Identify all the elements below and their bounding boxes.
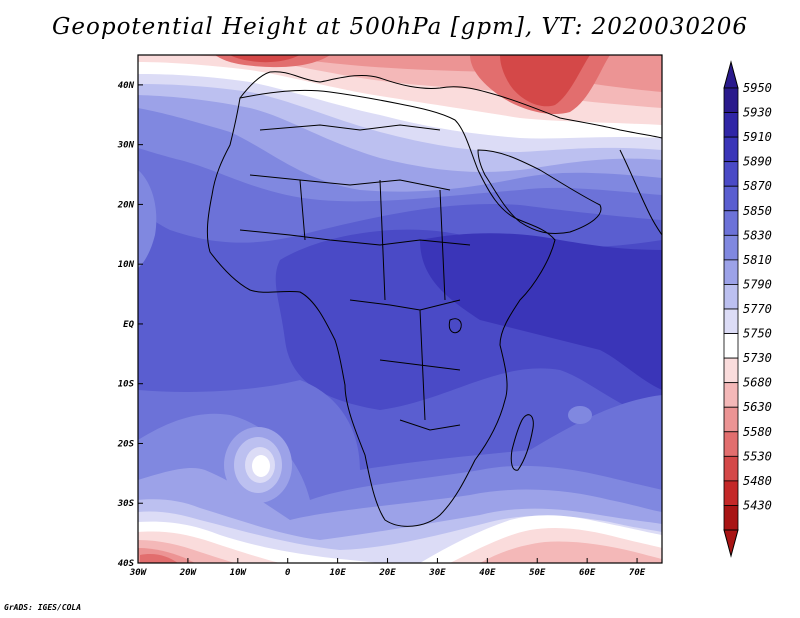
colorbar-label: 5870 [743,179,772,193]
colorbar-swatch [723,112,739,138]
colorbar-label: 5930 [743,106,772,120]
madagascar-coastline [510,414,534,471]
grads-credit: GrADS: IGES/COLA [4,603,82,612]
lon-tick-label: 0 [285,568,291,578]
lat-tick-label: 30S [117,499,135,509]
colorbar-swatch [723,455,739,482]
colorbar-swatch [723,333,739,359]
field-band-5910 [420,233,662,390]
colorbar-label: 5810 [743,253,772,267]
colorbar-swatch [723,87,739,113]
colorbar-label: 5830 [743,228,772,242]
colorbar-bottom-arrow [723,529,739,558]
europe-coastline [239,71,662,139]
lat-tick-label: 40N [118,81,135,91]
country-borders [239,124,471,431]
lon-tick-label: 30E [428,568,446,578]
field-band-south-5580 [140,553,178,563]
field-eddy-core [252,455,270,477]
colorbar-label: 5850 [743,204,772,218]
lat-tick-label: 20S [117,439,135,449]
lon-tick-label: 20W [179,568,198,578]
colorbar-label: 5530 [743,449,772,463]
colorbar-swatch [723,161,739,187]
colorbar-swatch [723,406,739,433]
colorbar-swatch [723,136,739,163]
latitude-axis: 40N 30N 20N 10N EQ 10S 20S 30S 40S [117,81,143,569]
colorbar-swatch [723,210,739,236]
field-eddy-east [568,406,592,424]
lat-tick-label: 30N [117,141,135,151]
lon-tick-label: 10E [329,568,346,578]
colorbar-swatch [723,259,739,285]
colorbar-label: 5680 [743,376,772,390]
lon-tick-label: 20E [378,568,396,578]
lon-tick-label: 50E [529,568,546,578]
colorbar-top-arrow [723,60,739,89]
height-field [138,55,662,563]
field-band-5530-west [230,55,300,63]
lat-tick-label: 40S [118,559,135,569]
colorbar-swatch [723,185,739,212]
colorbar-label: 5770 [743,302,772,316]
india-coastline [619,149,662,236]
lat-tick-label: 10S [118,380,135,390]
colorbar-swatch [723,234,739,261]
colorbar-label: 5430 [743,498,772,512]
colorbar-label: 5750 [743,327,772,341]
field-band-south-5680-east [480,541,662,563]
plot-frame [137,54,663,564]
colorbar-swatch [723,357,739,384]
lake-victoria [448,318,462,334]
colorbar-swatch [723,505,739,531]
colorbar-label: 5950 [743,81,772,95]
lat-tick-label: 20N [117,200,135,210]
africa-coastline [206,89,556,527]
lon-tick-label: 10W [230,568,248,578]
lon-tick-label: 30W [129,568,148,578]
colorbar-swatch [723,284,739,310]
colorbar-label: 5730 [743,351,772,365]
longitude-axis: 30W 20W 10W 0 10E 20E 30E 40E 50E 60E 70E [129,558,646,578]
colorbar-label: 5910 [743,130,772,144]
colorbar-label: 5580 [743,425,772,439]
colorbar-swatch [723,382,739,408]
colorbar-swatch [723,308,739,334]
colorbar-label: 5890 [743,155,772,169]
colorbar-label: 5630 [743,400,772,414]
lon-tick-label: 60E [579,568,596,578]
field-band-5530 [500,55,590,107]
colorbar-swatch [723,480,739,506]
coastlines [206,71,662,527]
lon-tick-label: 70E [629,568,646,578]
lat-tick-label: EQ [123,320,134,330]
colorbar-label: 5480 [743,474,772,488]
lat-tick-label: 10N [118,260,135,270]
colorbar-swatch [723,431,739,457]
plot-title: Geopotential Height at 500hPa [gpm], VT:… [52,14,748,40]
colorbar: 5950 5930 5910 5890 5870 5850 5830 5810 5790 5770… [723,60,772,558]
colorbar-label: 5790 [743,277,772,291]
lon-tick-label: 40E [479,568,496,578]
arabia-coastline [477,149,602,235]
field-lobe-west [138,170,157,268]
